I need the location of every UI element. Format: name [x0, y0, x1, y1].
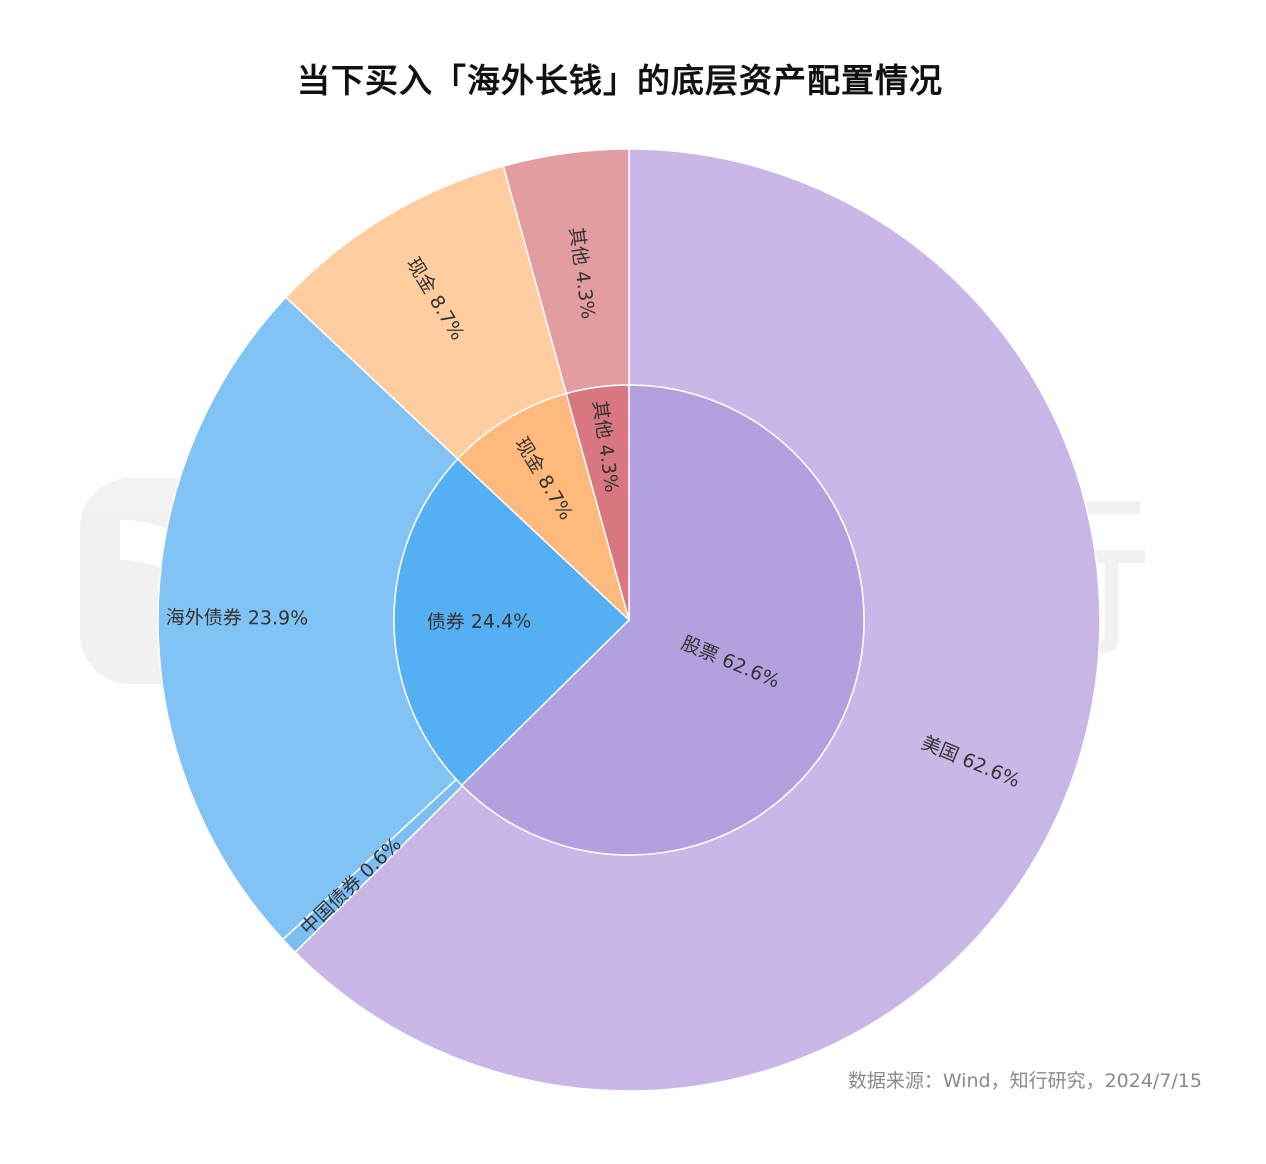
outer-label-overseas-bonds: 海外债券 23.9%	[166, 607, 309, 630]
inner-label-bonds: 债券 24.4%	[427, 610, 532, 633]
inner-ring	[393, 384, 865, 856]
outer-ring	[157, 148, 1101, 1092]
inner-slice-bonds	[393, 458, 631, 787]
source-note: 数据来源：Wind，知行研究，2024/7/15	[847, 1070, 1202, 1092]
inner-slice-other	[565, 384, 630, 621]
inner-slice-cash	[456, 392, 631, 623]
chart-title: 当下买入「海外长钱」的底层资产配置情况	[297, 61, 943, 100]
inner-slice-stocks	[460, 384, 865, 856]
